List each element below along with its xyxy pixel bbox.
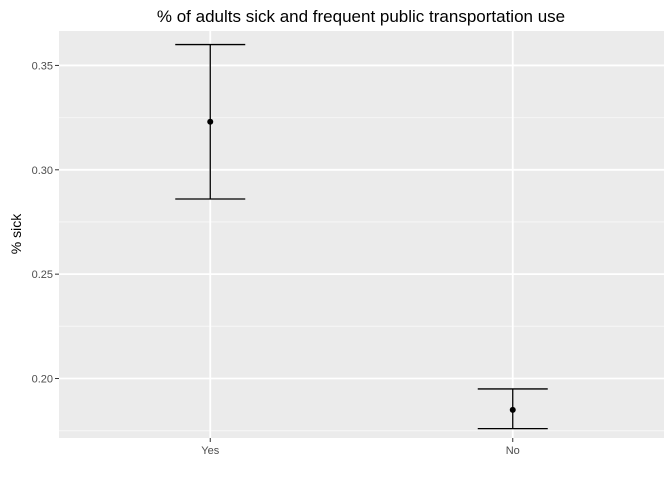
x-tick-label: Yes [201, 445, 219, 457]
major-gridlines [59, 31, 664, 438]
data-point [509, 406, 516, 413]
minor-gridlines [59, 117, 664, 432]
y-tick-label: 0.30 [32, 165, 53, 177]
y-tick-label: 0.20 [32, 374, 53, 386]
chart-title: % of adults sick and frequent public tra… [157, 7, 565, 26]
x-axis: Yes No [201, 438, 520, 457]
error-bar-group [477, 388, 548, 430]
error-bar-group [175, 43, 246, 200]
data-point [207, 118, 214, 125]
y-tick-label: 0.25 [32, 269, 53, 281]
plot-panel [59, 31, 664, 438]
y-axis-label: % sick [8, 213, 24, 254]
data-marks [175, 43, 548, 430]
y-tick-label: 0.35 [32, 60, 53, 72]
x-tick-label: No [506, 445, 520, 457]
y-axis: 0.20 0.25 0.30 0.35 [32, 60, 59, 386]
